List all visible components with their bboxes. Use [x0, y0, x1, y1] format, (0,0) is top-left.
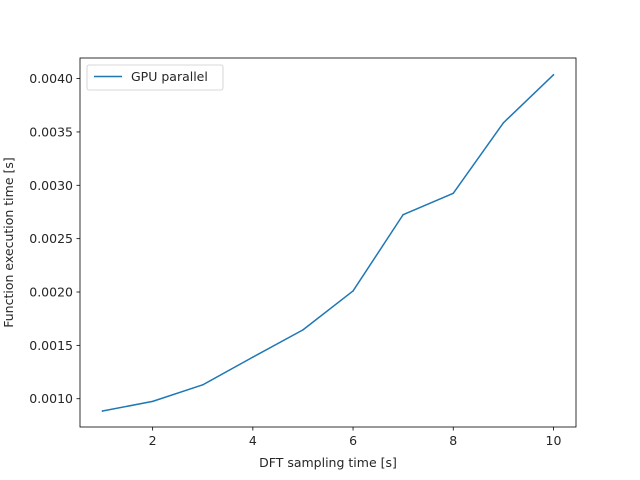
series-line-gpu-parallel	[101, 73, 555, 412]
y-axis-ticks: 0.0010 0.0015 0.0020 0.0025 0.0030 0.0035 0.00…	[29, 71, 80, 406]
series-layer	[101, 73, 555, 412]
legend-label-gpu-parallel: GPU parallel	[131, 69, 208, 84]
y-tick-label: 0.0015	[29, 338, 73, 353]
data-point	[502, 122, 505, 124]
data-point	[252, 356, 254, 358]
y-tick-label: 0.0025	[29, 231, 73, 246]
legend-box	[86, 64, 224, 91]
y-axis-label: Function execution time [s]	[1, 157, 16, 328]
x-axis-label: DFT sampling time [s]	[259, 455, 397, 470]
data-point	[302, 329, 304, 331]
data-point	[552, 74, 555, 76]
data-point	[201, 384, 204, 386]
y-tick-label: 0.0030	[29, 178, 73, 193]
x-tick-label: 2	[149, 433, 157, 448]
data-point	[151, 400, 154, 403]
data-point	[101, 410, 104, 412]
x-tick-label: 6	[349, 433, 357, 448]
x-axis-ticks: 2 4 6 8 10	[149, 427, 562, 448]
data-point	[452, 192, 455, 195]
y-tick-label: 0.0040	[29, 71, 73, 86]
data-point	[402, 213, 404, 216]
y-tick-label: 0.0010	[29, 391, 73, 406]
x-tick-label: 8	[449, 433, 457, 448]
plot-area	[79, 57, 577, 428]
y-tick-label: 0.0035	[29, 124, 73, 139]
legend: GPU parallel	[86, 64, 224, 91]
x-tick-label: 4	[249, 433, 257, 448]
x-tick-label: 10	[546, 433, 562, 448]
data-point	[352, 290, 354, 292]
y-tick-label: 0.0020	[29, 285, 73, 300]
